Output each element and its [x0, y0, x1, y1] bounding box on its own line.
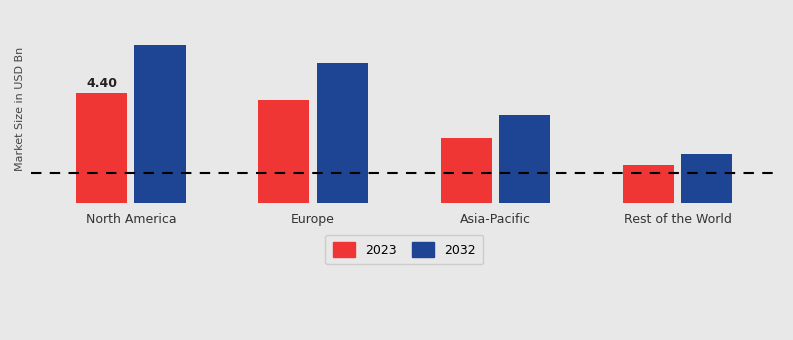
Bar	[499, 115, 550, 203]
Bar	[623, 165, 674, 203]
Bar	[135, 45, 186, 203]
Text: 4.40: 4.40	[86, 77, 117, 90]
Y-axis label: Market Size in USD Bn: Market Size in USD Bn	[15, 47, 25, 171]
Legend: 2023, 2032: 2023, 2032	[325, 235, 484, 265]
Bar	[76, 93, 127, 203]
Bar	[316, 63, 368, 203]
Bar	[681, 154, 733, 203]
Bar	[259, 100, 309, 203]
Bar	[441, 138, 492, 203]
